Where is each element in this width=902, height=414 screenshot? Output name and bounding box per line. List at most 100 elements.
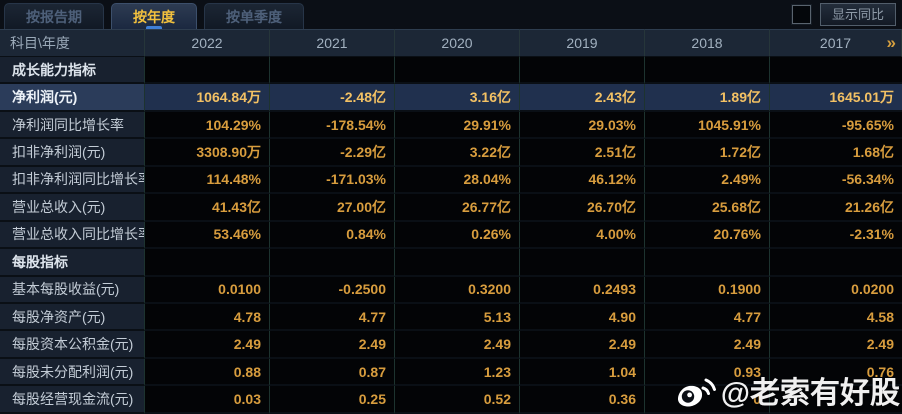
row-label: 净利润同比增长率	[0, 111, 145, 140]
cell-value	[145, 57, 270, 85]
cell-value: 0.88	[145, 358, 270, 387]
cell-value: 1.72亿	[645, 139, 770, 167]
more-columns-icon[interactable]: »	[886, 33, 897, 52]
cell-value	[520, 249, 645, 277]
row-label: 每股未分配利润(元)	[0, 358, 145, 387]
cell-value: 26.77亿	[395, 194, 520, 222]
cell-value: 46.12%	[520, 166, 645, 195]
table-row[interactable]: 每股资本公积金(元) 2.49 2.49 2.49 2.49 2.49 2.49	[0, 331, 902, 359]
cell-value: 3.22亿	[395, 139, 520, 167]
cell-value: 2.49	[395, 331, 520, 359]
section-row[interactable]: 成长能力指标	[0, 57, 902, 85]
cell-value: 0.26%	[395, 221, 520, 250]
table-body: 成长能力指标 净利润(元) 1064.84万 -2.48亿 3.16亿 2.43亿 1.89…	[0, 57, 902, 414]
year-column-header[interactable]: 2022	[145, 29, 270, 57]
table-row[interactable]: 净利润(元) 1064.84万 -2.48亿 3.16亿 2.43亿 1.89亿 1645.…	[0, 84, 902, 112]
cell-value: 4.77	[645, 303, 770, 332]
cell-value: 0.3200	[395, 276, 520, 304]
cell-value: 0.0100	[145, 276, 270, 304]
cell-value: 2.49	[645, 331, 770, 359]
cell-value	[270, 57, 395, 85]
row-label: 每股指标	[0, 249, 145, 277]
period-tabbar: 按报告期 按年度 按单季度 显示同比	[0, 0, 902, 29]
cell-value: 2.51亿	[520, 139, 645, 167]
cell-value: 25.68亿	[645, 194, 770, 222]
cell-value	[395, 57, 520, 85]
cell-value	[770, 249, 902, 277]
cell-value: 4.90	[520, 303, 645, 332]
tab-by-quarter[interactable]: 按单季度	[204, 3, 304, 29]
cell-value: 2.49	[520, 331, 645, 359]
show-yoy-button[interactable]: 显示同比	[819, 3, 896, 26]
cell-value: 41.43亿	[145, 194, 270, 222]
cell-value: -2.29亿	[270, 139, 395, 167]
table-row[interactable]: 每股净资产(元) 4.78 4.77 5.13 4.90 4.77 4.58	[0, 303, 902, 332]
cell-value: 0.03	[145, 386, 270, 414]
cell-value: 4.78	[145, 303, 270, 332]
row-label: 每股资本公积金(元)	[0, 331, 145, 359]
cell-value	[145, 249, 270, 277]
table-row[interactable]: 每股未分配利润(元) 0.88 0.87 1.23 1.04 0.93 0.76	[0, 358, 902, 387]
cell-value: 26.70亿	[520, 194, 645, 222]
cell-value: 27.00亿	[270, 194, 395, 222]
cell-value	[520, 57, 645, 85]
row-label: 净利润(元)	[0, 84, 145, 112]
show-yoy-checkbox[interactable]	[791, 5, 811, 24]
table-row[interactable]: 营业总收入同比增长率 53.46% 0.84% 0.26% 4.00% 20.76% -2.…	[0, 221, 902, 250]
table-row[interactable]: 净利润同比增长率 104.29% -178.54% 29.91% 29.03% 1045.…	[0, 111, 902, 140]
section-row[interactable]: 每股指标	[0, 249, 902, 277]
row-label: 每股净资产(元)	[0, 303, 145, 332]
cell-value	[645, 57, 770, 85]
cell-value: 114.48%	[145, 166, 270, 195]
cell-value: 0.1900	[645, 276, 770, 304]
table-row[interactable]: 扣非净利润(元) 3308.90万 -2.29亿 3.22亿 2.51亿 1.72亿 1.6…	[0, 139, 902, 167]
table-row[interactable]: 扣非净利润同比增长率 114.48% -171.03% 28.04% 46.12% 2.4…	[0, 166, 902, 195]
cell-value: 0	[645, 386, 770, 414]
table-header-row: 科目\年度 2022 2021 2020 2019 2018 2017 »	[0, 29, 902, 57]
cell-value: 3308.90万	[145, 139, 270, 167]
table-row[interactable]: 营业总收入(元) 41.43亿 27.00亿 26.77亿 26.70亿 25.68亿 21…	[0, 194, 902, 222]
tab-by-year[interactable]: 按年度	[111, 3, 197, 29]
cell-value: 0.93	[645, 358, 770, 387]
cell-value	[645, 249, 770, 277]
cell-value: 3.16亿	[395, 84, 520, 112]
cell-value: 2.49	[270, 331, 395, 359]
cell-value: 0.2493	[520, 276, 645, 304]
cell-value: 1064.84万	[145, 84, 270, 112]
cell-value: 1.04	[520, 358, 645, 387]
financial-table: 科目\年度 2022 2021 2020 2019 2018 2017 » 成长…	[0, 29, 902, 414]
cell-value	[770, 57, 902, 85]
year-column-header[interactable]: 2018	[645, 29, 770, 57]
cell-value: -2.31%	[770, 221, 902, 250]
cell-value: 0.84%	[270, 221, 395, 250]
cell-value: 21.26亿	[770, 194, 902, 222]
cell-value: 2.43亿	[520, 84, 645, 112]
row-label: 每股经营现金流(元)	[0, 386, 145, 414]
corner-header: 科目\年度	[0, 29, 145, 57]
cell-value: 1.89亿	[645, 84, 770, 112]
year-column-header[interactable]: 2019	[520, 29, 645, 57]
cell-value: -56.34%	[770, 166, 902, 195]
cell-value: 4.77	[270, 303, 395, 332]
year-column-header[interactable]: 2020	[395, 29, 520, 57]
tab-report-period[interactable]: 按报告期	[4, 3, 104, 29]
table-row[interactable]: 每股经营现金流(元) 0.03 0.25 0.52 0.36 0	[0, 386, 902, 414]
year-column-header[interactable]: 2021	[270, 29, 395, 57]
table-row[interactable]: 基本每股收益(元) 0.0100 -0.2500 0.3200 0.2493 0.1900…	[0, 276, 902, 304]
cell-value: -178.54%	[270, 111, 395, 140]
cell-value: 29.03%	[520, 111, 645, 140]
cell-value: 0.25	[270, 386, 395, 414]
cell-value: 104.29%	[145, 111, 270, 140]
cell-value: 20.76%	[645, 221, 770, 250]
row-label: 成长能力指标	[0, 57, 145, 85]
cell-value: -2.48亿	[270, 84, 395, 112]
year-column-header[interactable]: 2017 »	[770, 29, 902, 57]
cell-value: 0.0200	[770, 276, 902, 304]
cell-value	[770, 386, 902, 414]
row-label: 基本每股收益(元)	[0, 276, 145, 304]
cell-value: 0.87	[270, 358, 395, 387]
cell-value: 1045.91%	[645, 111, 770, 140]
cell-value: 2.49%	[645, 166, 770, 195]
row-label: 营业总收入同比增长率	[0, 221, 145, 250]
cell-value: 28.04%	[395, 166, 520, 195]
